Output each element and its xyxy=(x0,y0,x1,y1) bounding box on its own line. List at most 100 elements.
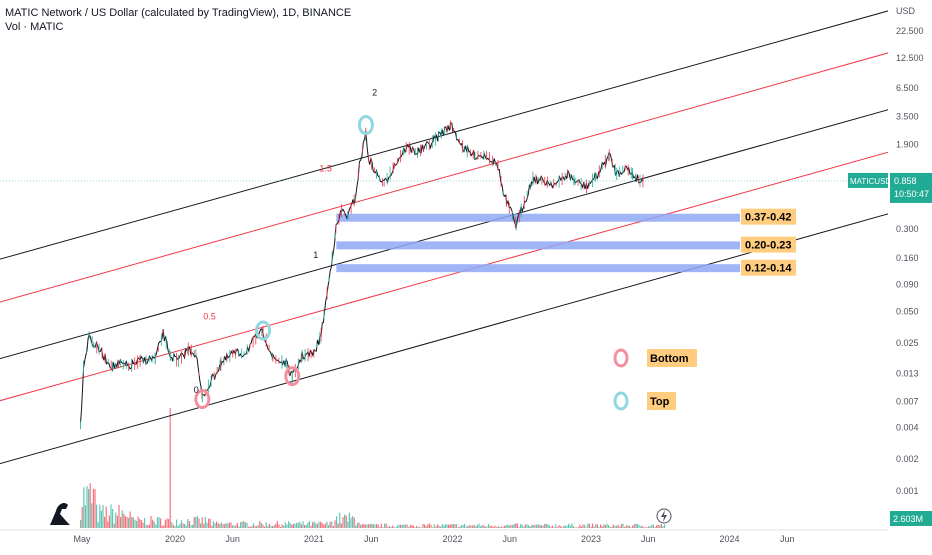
volume-legend-label[interactable]: Vol · MATIC xyxy=(5,21,64,33)
volume-bar xyxy=(539,525,541,528)
price-tag-bg xyxy=(890,172,932,203)
volume-bar xyxy=(320,521,322,528)
volume-bar xyxy=(352,516,354,528)
volume-bar xyxy=(470,525,472,528)
volume-bar xyxy=(443,525,445,528)
volume-bar xyxy=(155,524,157,528)
volume-bar xyxy=(195,517,197,528)
volume-bar xyxy=(150,516,152,528)
channel-line-2[interactable] xyxy=(0,104,908,364)
price-tick-label: 1.900 xyxy=(896,139,919,149)
volume-bar xyxy=(299,521,301,528)
volume-bar xyxy=(316,523,318,528)
volume-bar xyxy=(392,525,394,528)
symbol-tag-bg xyxy=(848,172,888,188)
zone-band-0[interactable] xyxy=(336,213,740,222)
volume-bar xyxy=(86,486,88,528)
volume-bar xyxy=(294,523,296,528)
volume-bar xyxy=(659,525,661,528)
price-tick-label: 0.160 xyxy=(896,253,919,263)
volume-bar xyxy=(296,523,298,528)
top-marker-3[interactable] xyxy=(357,115,374,136)
volume-bar xyxy=(393,527,395,528)
chart-title[interactable]: MATIC Network / US Dollar (calculated by… xyxy=(5,7,352,19)
volume-bar xyxy=(641,525,643,528)
volume-bar xyxy=(284,522,286,528)
volume-bar xyxy=(219,524,221,528)
volume-bar xyxy=(184,523,186,528)
top-marker-2[interactable] xyxy=(255,320,272,341)
bottom-marker-0[interactable] xyxy=(194,389,211,410)
volume-bar xyxy=(456,524,458,528)
volume-bar xyxy=(288,521,290,528)
volume-bar xyxy=(606,523,608,528)
volume-bar xyxy=(395,527,397,528)
zone-band-2[interactable] xyxy=(336,264,740,273)
volume-bar xyxy=(584,525,586,528)
volume-bar xyxy=(152,519,154,528)
volume-bar xyxy=(467,525,469,528)
volume-bar xyxy=(366,524,368,528)
price-tick-label: 22.500 xyxy=(896,26,924,36)
volume-bar xyxy=(132,517,134,528)
volume-bar xyxy=(374,524,376,528)
volume-bar xyxy=(646,527,648,528)
volume-bar xyxy=(353,517,355,528)
volume-bar xyxy=(419,527,421,528)
volume-bar xyxy=(278,524,280,528)
volume-bar xyxy=(582,524,584,528)
zone-label-bg-1 xyxy=(741,236,796,253)
volume-bar xyxy=(212,521,214,528)
volume-bar xyxy=(182,523,184,528)
volume-bar xyxy=(355,525,357,528)
volume-bar xyxy=(534,524,536,528)
volume-bar xyxy=(121,510,123,528)
volume-bar xyxy=(614,525,616,528)
zone-band-1[interactable] xyxy=(336,241,740,250)
volume-bar xyxy=(636,523,638,528)
volume-bar xyxy=(369,523,371,528)
volume-bar xyxy=(360,525,362,528)
volume-bar xyxy=(617,524,619,528)
volume-bar xyxy=(424,524,426,528)
zone-label-bg-2 xyxy=(741,259,796,276)
volume-bar xyxy=(180,520,182,528)
price-tick-label: 0.300 xyxy=(896,224,919,234)
bottom-marker-1[interactable] xyxy=(284,366,301,387)
price-line[interactable] xyxy=(80,122,644,423)
volume-bar xyxy=(435,526,437,528)
volume-bar xyxy=(643,527,645,528)
volume-bar xyxy=(201,517,203,528)
zone-label-bg-0 xyxy=(741,208,796,225)
volume-bar xyxy=(452,524,454,528)
volume-bar xyxy=(566,525,568,528)
price-tick-label: 0.050 xyxy=(896,306,919,316)
volume-bar xyxy=(408,527,410,528)
volume-bar xyxy=(523,526,525,528)
legend-icon-bottom xyxy=(613,348,629,368)
volume-bar xyxy=(601,526,603,528)
volume-bar xyxy=(304,524,306,528)
volume-bar xyxy=(561,527,563,528)
volume-bar xyxy=(270,525,272,528)
volume-bar xyxy=(254,525,256,528)
symbol-tag-name: MATICUSD xyxy=(850,177,891,186)
volume-bar xyxy=(532,525,534,528)
time-axis[interactable]: May 2020 Jun 2021 Jun 2022 Jun 2023 Jun 2024 Jun xyxy=(73,534,794,544)
volume-bar xyxy=(555,524,557,528)
volume-bar xyxy=(403,524,405,528)
volume-bar xyxy=(577,527,579,528)
volume-bar xyxy=(340,523,342,528)
volume-bar xyxy=(574,527,576,528)
volume-bar xyxy=(440,526,442,528)
volume-bar xyxy=(406,524,408,528)
volume-bar xyxy=(246,522,248,528)
channel-line-3[interactable] xyxy=(0,47,908,307)
volume-bar xyxy=(632,525,634,528)
volume-bar xyxy=(446,524,448,528)
volume-bar xyxy=(188,521,190,528)
time-tick-label: 2024 xyxy=(720,534,740,544)
volume-bar xyxy=(283,525,285,528)
volume-bar xyxy=(251,526,253,528)
price-tick-label: 0.090 xyxy=(896,279,919,289)
